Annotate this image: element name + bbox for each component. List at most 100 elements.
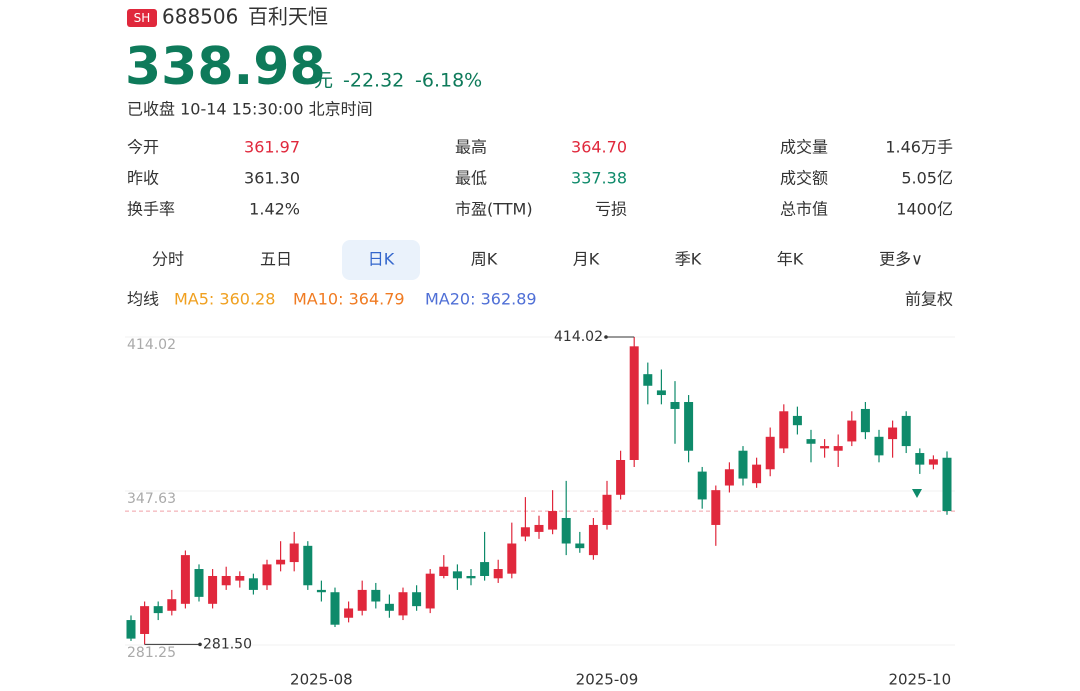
y-tick-label: 414.02 bbox=[127, 337, 176, 353]
candle-body bbox=[330, 592, 340, 625]
candle-body bbox=[439, 566, 449, 576]
candle-body bbox=[248, 578, 258, 590]
tab[interactable]: 月K bbox=[573, 250, 600, 269]
price: 338.98 bbox=[125, 37, 326, 97]
candle-body bbox=[276, 559, 286, 565]
stat-value: 361.30 bbox=[244, 169, 300, 188]
stat-label: 市盈(TTM) bbox=[455, 200, 533, 219]
stock-name: 百利天恒 bbox=[248, 5, 328, 29]
candle-body bbox=[670, 402, 680, 409]
stat-label: 最高 bbox=[455, 138, 487, 157]
candle-body bbox=[792, 415, 802, 426]
candle-body bbox=[262, 564, 272, 586]
change: -22.32 bbox=[343, 70, 404, 92]
stat-label: 今开 bbox=[127, 138, 159, 157]
candle-body bbox=[425, 573, 435, 609]
ma-item: MA10: 364.79 bbox=[293, 290, 405, 309]
candle-body bbox=[357, 589, 367, 611]
candle-body bbox=[806, 439, 816, 444]
market-badge bbox=[127, 9, 157, 27]
candle-body bbox=[874, 436, 884, 456]
candle-body bbox=[847, 420, 857, 442]
candle-body bbox=[303, 545, 313, 586]
change-pct: -6.18% bbox=[415, 70, 482, 92]
candle-body bbox=[697, 471, 707, 500]
candle-body bbox=[833, 446, 843, 451]
candle-body bbox=[493, 569, 503, 579]
candle-body bbox=[765, 436, 775, 470]
candle-body bbox=[480, 562, 490, 576]
candle-body bbox=[752, 464, 762, 484]
stat-label: 昨收 bbox=[127, 169, 159, 188]
candle-body bbox=[466, 575, 476, 579]
stat-value: 1400亿 bbox=[896, 200, 953, 219]
tab[interactable]: 分时 bbox=[152, 250, 184, 269]
tab[interactable]: 更多∨ bbox=[879, 250, 923, 269]
candle-body bbox=[779, 411, 789, 449]
candle-body bbox=[684, 402, 694, 451]
stat-value: 1.46万手 bbox=[885, 138, 953, 157]
candle-body bbox=[153, 606, 163, 614]
stat-label: 成交额 bbox=[780, 169, 828, 188]
stat-value: 5.05亿 bbox=[901, 169, 953, 188]
candle-body bbox=[140, 606, 150, 634]
y-tick-label: 281.25 bbox=[127, 645, 176, 661]
tab[interactable]: 周K bbox=[471, 250, 498, 269]
tab[interactable]: 日K bbox=[368, 250, 395, 269]
candle-body bbox=[452, 571, 462, 579]
candle-body bbox=[126, 620, 136, 639]
candle-body bbox=[820, 446, 830, 449]
signal-marker bbox=[912, 489, 922, 498]
candle-body bbox=[384, 603, 394, 611]
candle-body bbox=[180, 555, 190, 604]
ma-item: MA20: 362.89 bbox=[425, 290, 537, 309]
stat-label: 最低 bbox=[455, 169, 487, 188]
ma-item: MA5: 360.28 bbox=[174, 290, 275, 309]
status: 已收盘 10-14 15:30:00 北京时间 bbox=[127, 100, 373, 119]
candle-body bbox=[412, 592, 422, 607]
tab[interactable]: 五日 bbox=[260, 250, 292, 269]
adjust[interactable]: 前复权 bbox=[905, 290, 953, 309]
stat-value: 361.97 bbox=[244, 138, 300, 157]
stat-label: 总市值 bbox=[780, 200, 828, 219]
stat-value: 364.70 bbox=[571, 138, 627, 157]
x-tick-label: 2025-10 bbox=[888, 671, 951, 689]
candle-body bbox=[289, 543, 299, 563]
candle-body bbox=[507, 543, 517, 574]
candle-body bbox=[602, 494, 612, 525]
tab[interactable]: 季K bbox=[675, 250, 702, 269]
candle-body bbox=[208, 575, 218, 604]
stat-value: 1.42% bbox=[249, 200, 300, 219]
candle-body bbox=[588, 524, 598, 556]
candle-body bbox=[901, 415, 911, 447]
code: 688506 bbox=[162, 5, 238, 29]
candle-body bbox=[371, 589, 381, 602]
candle-body bbox=[738, 450, 748, 479]
candle-body bbox=[316, 589, 326, 593]
x-tick-label: 2025-08 bbox=[290, 671, 353, 689]
candle-body bbox=[915, 453, 925, 465]
tab[interactable]: 年K bbox=[777, 250, 804, 269]
stat-label: 换手率 bbox=[127, 200, 175, 219]
candle-body bbox=[235, 575, 245, 581]
candle-body bbox=[724, 469, 734, 486]
candle-body bbox=[221, 575, 231, 586]
candle-body bbox=[548, 511, 558, 530]
candle-body bbox=[575, 543, 585, 549]
candle-body bbox=[860, 408, 870, 433]
annotation-dot bbox=[198, 642, 202, 647]
stat-value: 337.38 bbox=[571, 169, 627, 188]
candle-body bbox=[629, 346, 639, 460]
candle-body bbox=[888, 427, 898, 440]
annotation: 281.50 bbox=[203, 636, 252, 652]
x-tick-label: 2025-09 bbox=[576, 671, 639, 689]
candle-body bbox=[616, 459, 626, 495]
y-tick-label: 347.63 bbox=[127, 491, 176, 507]
candle-body bbox=[942, 457, 952, 512]
candle-body bbox=[656, 390, 666, 396]
market: SH bbox=[134, 11, 151, 25]
candle-body bbox=[194, 569, 204, 597]
annotation-dot bbox=[604, 335, 608, 339]
active-tab-bg bbox=[342, 240, 420, 280]
